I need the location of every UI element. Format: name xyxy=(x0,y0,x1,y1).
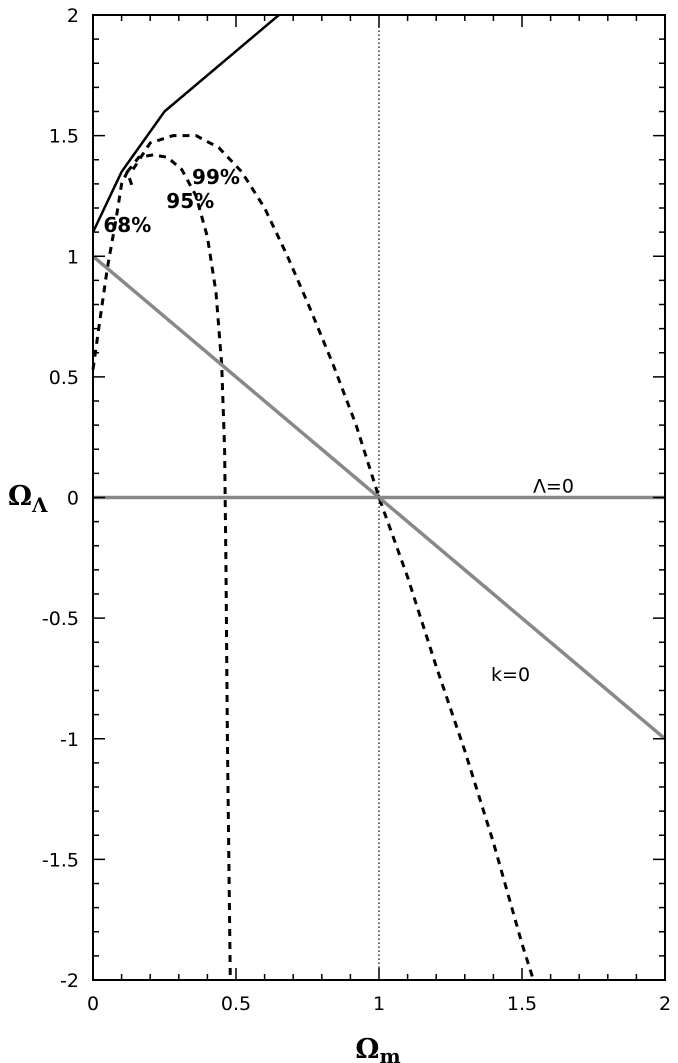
y-tick-label: 1.5 xyxy=(49,126,79,148)
x-tick-label: 1 xyxy=(373,993,385,1015)
y-axis-title: ΩΛ xyxy=(8,481,48,517)
y-tick-label: 1 xyxy=(67,246,79,268)
y-tick-label: -2 xyxy=(60,970,79,992)
series-95-line-2 xyxy=(126,153,232,981)
x-axis-title-sub: m xyxy=(379,1044,400,1063)
annotation-label: 99% xyxy=(192,165,240,189)
series-68-line-1 xyxy=(91,170,135,370)
y-tick-label: 2 xyxy=(67,5,79,27)
series-solid-black-line-0 xyxy=(91,14,280,233)
y-tick-label: -1.5 xyxy=(42,849,79,871)
y-tick-label: 0.5 xyxy=(49,367,79,389)
annotations-layer: 68% 95%99% Λ=0 k=0 xyxy=(103,165,574,686)
y-axis-title-main: Ω xyxy=(8,481,32,512)
y-tick-label: -0.5 xyxy=(42,608,79,630)
annotation-label: 95% xyxy=(166,189,214,213)
annotation-label: k=0 xyxy=(491,664,530,686)
x-axis-title: Ωm xyxy=(355,1034,400,1063)
y-axis-title-sub: Λ xyxy=(31,493,48,517)
x-axis-title-main: Ω xyxy=(355,1034,379,1063)
x-tick-label: 0 xyxy=(87,993,99,1015)
y-tick-label: -1 xyxy=(60,729,79,751)
ticks-layer xyxy=(92,14,666,981)
annotation-label: 68% xyxy=(103,213,151,237)
annotation-label: Λ=0 xyxy=(533,476,574,498)
x-tick-label: 1.5 xyxy=(507,993,537,1015)
tick-labels-layer: 0 0.5 1 1.5 2 -2 -1.5 -1 -0.5 0 0.5 1 1.5 2 xyxy=(42,5,671,1015)
x-tick-label: 0.5 xyxy=(221,993,251,1015)
y-tick-label: 0 xyxy=(67,488,79,510)
series-99-line-3 xyxy=(131,134,535,981)
series-layer xyxy=(91,14,667,981)
x-tick-label: 2 xyxy=(659,993,671,1015)
